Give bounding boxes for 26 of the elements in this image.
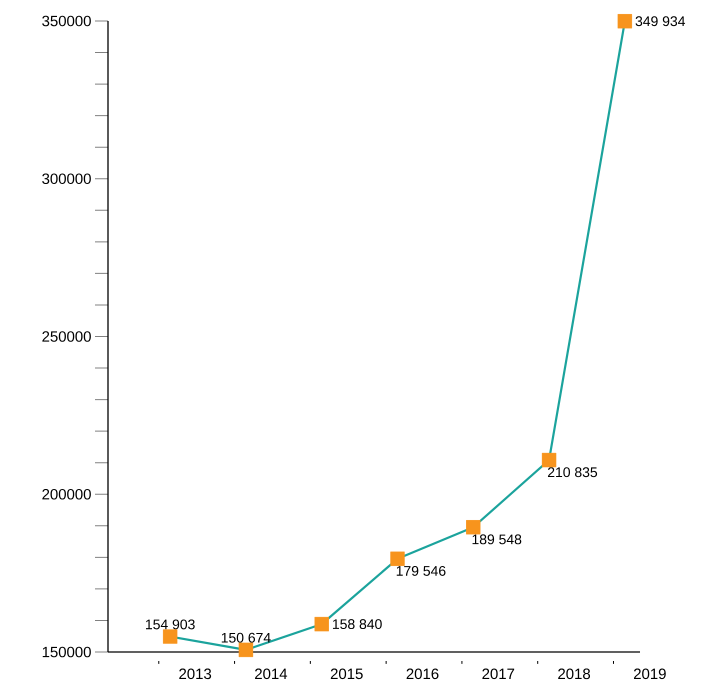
- data-label: 189 548: [472, 534, 522, 544]
- data-label: 150 674: [222, 632, 271, 643]
- x-tick-label: 2016: [406, 668, 438, 680]
- x-tick-label: 2019: [634, 668, 666, 680]
- point: [390, 552, 405, 566]
- point: [466, 520, 480, 534]
- x-tick-label: 2013: [179, 668, 212, 680]
- data-label: 349 934: [636, 16, 686, 26]
- data-label: 158 840: [332, 619, 382, 630]
- data-label: 179 546: [396, 566, 446, 576]
- y-tick-label: 300000: [42, 173, 91, 184]
- x-tick-label: 2018: [558, 668, 590, 680]
- y-tick-label: 150000: [42, 646, 91, 658]
- point: [618, 14, 632, 28]
- x-tick-label: 2014: [255, 668, 288, 680]
- data-label: 210 835: [548, 467, 598, 478]
- x-tick-label: 2017: [482, 668, 514, 680]
- point: [238, 642, 254, 658]
- point: [542, 452, 556, 468]
- y-tick-label: 250000: [42, 331, 91, 342]
- point: [314, 616, 329, 632]
- data-label: 154 903: [146, 619, 195, 630]
- y-tick-label: 200000: [42, 488, 91, 500]
- y-tick-label: 350000: [42, 16, 91, 26]
- point: [162, 629, 178, 644]
- x-tick-label: 2015: [330, 668, 363, 680]
